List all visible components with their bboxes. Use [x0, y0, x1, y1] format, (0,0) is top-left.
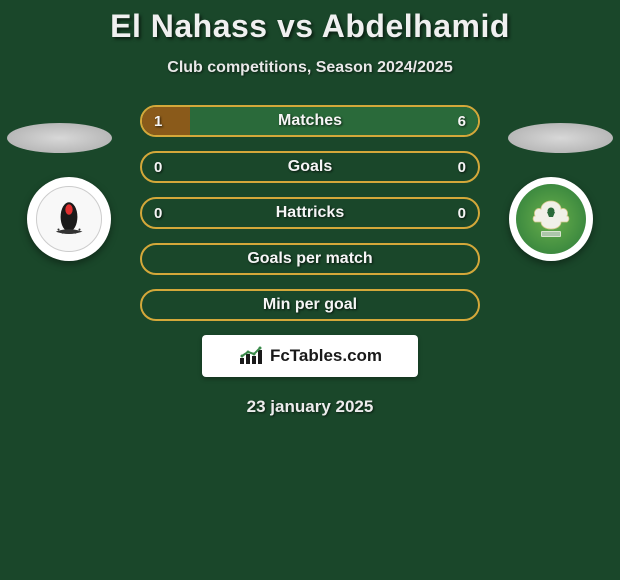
club-logo-right [509, 177, 593, 261]
branding-text: FcTables.com [270, 346, 382, 366]
page-title: El Nahass vs Abdelhamid [0, 8, 620, 45]
chart-icon [238, 346, 264, 366]
page-subtitle: Club competitions, Season 2024/2025 [0, 59, 620, 77]
stat-row: Min per goal [140, 289, 480, 321]
player-shadow-right [508, 123, 613, 153]
stat-label: Goals [288, 158, 332, 176]
stat-row: Hattricks 0 0 [140, 197, 480, 229]
stat-label: Min per goal [263, 296, 357, 314]
stat-value-right: 0 [458, 159, 466, 176]
header: El Nahass vs Abdelhamid Club competition… [0, 0, 620, 77]
stat-value-left: 0 [154, 159, 162, 176]
stat-fill-left [142, 107, 190, 135]
club-crest-right-icon [516, 184, 586, 254]
stat-row: Goals per match [140, 243, 480, 275]
stat-label: Goals per match [247, 250, 372, 268]
stat-value-left: 0 [154, 205, 162, 222]
stats-bars: Matches 1 6 Goals 0 0 Hattricks 0 0 Goals per mat… [140, 105, 480, 321]
player-shadow-left [7, 123, 112, 153]
stat-label: Matches [278, 112, 342, 130]
comparison-content: Matches 1 6 Goals 0 0 Hattricks 0 0 Goals per mat… [0, 105, 620, 417]
stat-row: Goals 0 0 [140, 151, 480, 183]
date-text: 23 january 2025 [0, 397, 620, 417]
stat-value-right: 6 [458, 113, 466, 130]
branding-box: FcTables.com [202, 335, 418, 377]
stat-value-right: 0 [458, 205, 466, 222]
stat-label: Hattricks [276, 204, 344, 222]
club-crest-left-icon [36, 186, 102, 252]
club-logo-left [27, 177, 111, 261]
stat-value-left: 1 [154, 113, 162, 130]
stat-row: Matches 1 6 [140, 105, 480, 137]
